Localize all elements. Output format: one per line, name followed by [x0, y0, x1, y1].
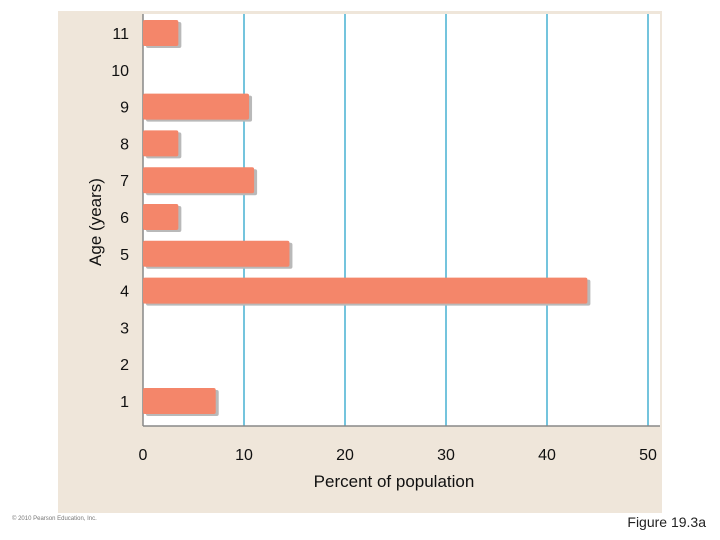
y-tick-label-3: 3 — [120, 320, 129, 337]
bar-age-11 — [143, 20, 179, 46]
bar-age-1 — [143, 388, 216, 414]
x-tick-label-50: 50 — [639, 447, 657, 464]
x-tick-label-0: 0 — [139, 447, 148, 464]
y-tick-label-6: 6 — [120, 210, 129, 227]
x-tick-label-40: 40 — [538, 447, 556, 464]
bar-age-8 — [143, 130, 179, 157]
y-tick-label-10: 10 — [111, 63, 129, 80]
x-tick-label-30: 30 — [437, 447, 455, 464]
bar-age-7 — [143, 167, 255, 194]
y-axis-title: Age (years) — [86, 178, 105, 266]
bar-age-9 — [143, 93, 250, 120]
plot-area — [143, 14, 660, 426]
copyright-notice: © 2010 Pearson Education, Inc. — [12, 516, 97, 522]
bar-age-5 — [143, 240, 290, 267]
y-tick-label-1: 1 — [120, 394, 129, 411]
bar-age-4 — [143, 277, 588, 304]
y-tick-label-11: 11 — [112, 26, 129, 43]
x-tick-label-20: 20 — [336, 447, 354, 464]
y-tick-label-4: 4 — [120, 284, 129, 301]
x-axis-title: Percent of population — [314, 472, 475, 491]
figure-label: Figure 19.3a — [627, 514, 706, 530]
y-tick-label-9: 9 — [120, 100, 129, 117]
bar-age-6 — [143, 204, 179, 230]
x-tick-label-10: 10 — [235, 447, 253, 464]
y-tick-label-5: 5 — [120, 247, 129, 264]
y-tick-label-2: 2 — [120, 357, 129, 374]
y-tick-label-8: 8 — [120, 136, 129, 153]
y-tick-label-7: 7 — [120, 173, 129, 190]
